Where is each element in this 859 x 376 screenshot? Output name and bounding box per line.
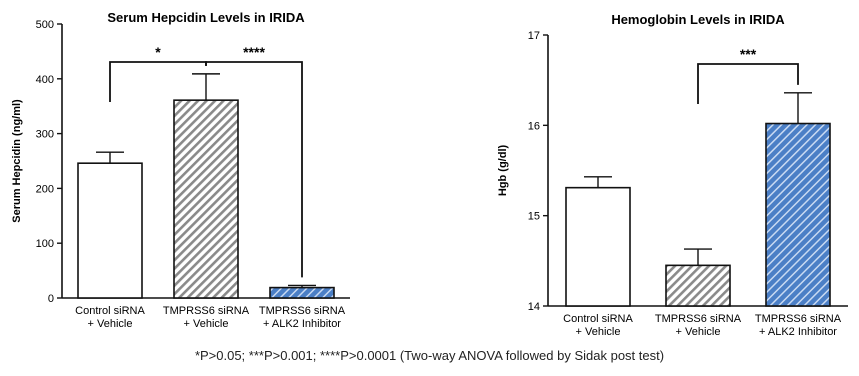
- bar: [665, 264, 731, 307]
- significance-bracket: [109, 61, 207, 102]
- bar: [765, 122, 831, 307]
- x-tick-label: + ALK2 Inhibitor: [263, 318, 341, 330]
- y-axis-label: Serum Hepcidin (ng/ml): [11, 99, 23, 223]
- significance-label: *: [155, 44, 161, 60]
- x-tick-label: + Vehicle: [676, 326, 721, 338]
- x-tick-label: TMPRSS6 siRNA: [755, 313, 842, 325]
- x-tick-label: TMPRSS6 siRNA: [655, 313, 742, 325]
- y-tick-label: 100: [36, 238, 54, 250]
- x-tick-label: TMPRSS6 siRNA: [163, 305, 250, 317]
- y-tick-label: 200: [36, 183, 54, 195]
- bar: [565, 186, 631, 307]
- y-tick-label: 400: [36, 74, 54, 86]
- x-tick-label: + Vehicle: [576, 326, 621, 338]
- hemoglobin-svg: Hemoglobin Levels in IRIDA Hgb (g/dl) 14 15…: [497, 12, 848, 338]
- significance-bracket: [205, 61, 303, 278]
- x-tick-label: Control siRNA: [75, 305, 145, 317]
- bar: [77, 162, 143, 299]
- hemoglobin-chart: Hemoglobin Levels in IRIDA Hgb (g/dl) 14 15…: [430, 0, 859, 340]
- x-tick-label: + Vehicle: [184, 318, 229, 330]
- y-axis-label: Hgb (g/dl): [497, 145, 509, 197]
- statistics-footnote: *P>0.05; ***P>0.001; ****P>0.0001 (Two-w…: [194, 348, 665, 363]
- chart-title: Serum Hepcidin Levels in IRIDA: [107, 10, 305, 25]
- bar: [269, 286, 335, 299]
- x-tick-label: + Vehicle: [88, 318, 133, 330]
- bar: [173, 99, 239, 299]
- y-tick-label: 15: [528, 211, 540, 223]
- x-tick-label: Control siRNA: [563, 313, 633, 325]
- y-tick-label: 16: [528, 120, 540, 132]
- significance-label: ****: [243, 44, 265, 60]
- x-tick-label: TMPRSS6 siRNA: [259, 305, 346, 317]
- y-tick-label: 0: [48, 293, 54, 305]
- chart-title: Hemoglobin Levels in IRIDA: [611, 12, 785, 27]
- y-tick-label: 17: [528, 30, 540, 42]
- serum-hepcidin-svg: Serum Hepcidin Levels in IRIDA Serum Hepc…: [11, 10, 350, 330]
- significance-label: ***: [740, 46, 757, 62]
- y-tick-label: 300: [36, 129, 54, 141]
- significance-bracket: [697, 63, 799, 104]
- y-tick-label: 500: [36, 19, 54, 31]
- y-tick-label: 14: [528, 301, 540, 313]
- serum-hepcidin-chart: Serum Hepcidin Levels in IRIDA Serum Hepc…: [0, 0, 430, 340]
- x-tick-label: + ALK2 Inhibitor: [759, 326, 837, 338]
